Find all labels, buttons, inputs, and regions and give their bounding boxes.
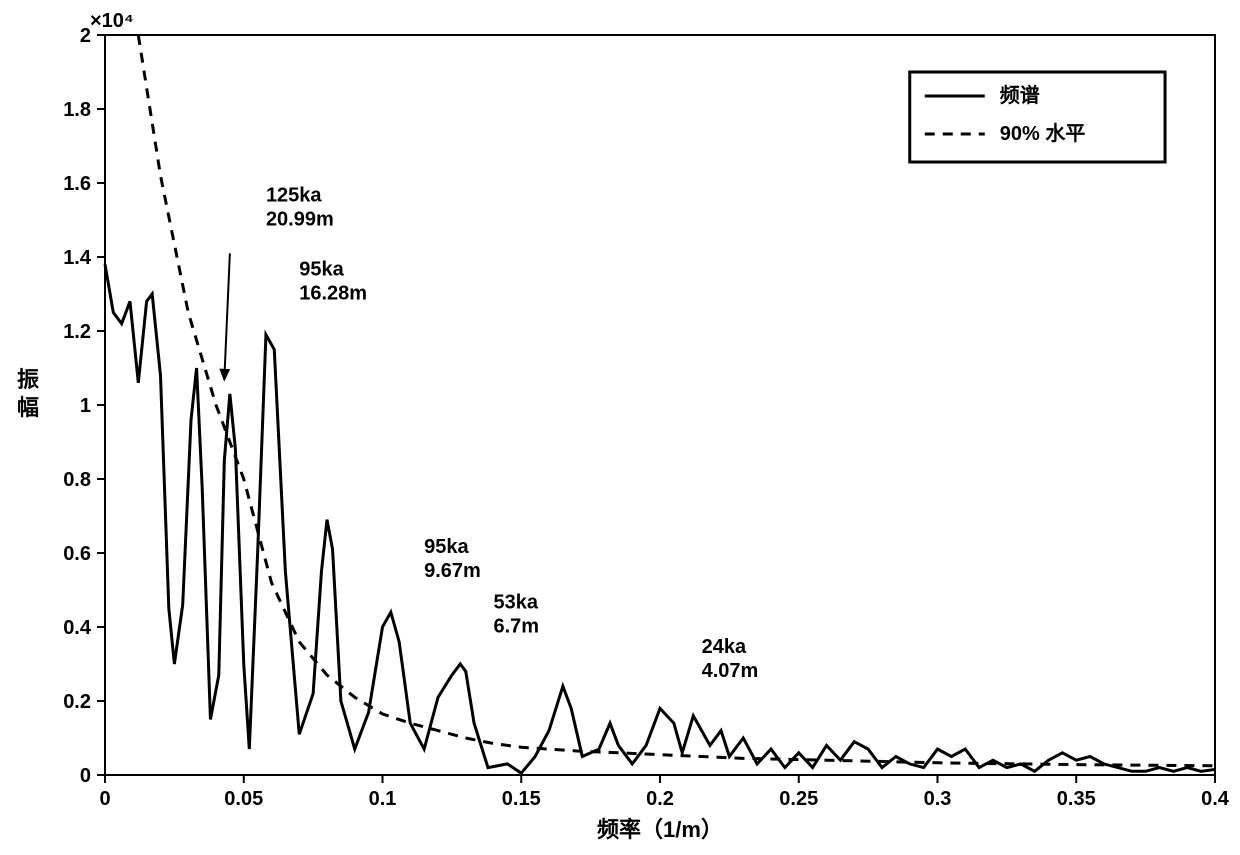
peak-annotation: 125ka (266, 185, 322, 207)
peak-annotation: 95ka (424, 536, 469, 558)
x-tick-label: 0.2 (646, 788, 674, 810)
peak-annotation: 16.28m (299, 283, 367, 305)
peak-annotation: 6.7m (494, 616, 540, 638)
y-tick-label: 1.8 (63, 99, 91, 121)
x-tick-label: 0.05 (224, 788, 263, 810)
legend-label: 90% 水平 (1000, 122, 1086, 145)
y-axis-label: 振 (17, 367, 39, 392)
y-tick-label: 1.4 (63, 247, 92, 269)
x-tick-label: 0.15 (502, 788, 541, 810)
spectrum-line (105, 264, 1215, 773)
y-tick-label: 0 (80, 765, 91, 787)
peak-annotation: 24ka (702, 636, 747, 658)
x-tick-label: 0.1 (369, 788, 397, 810)
peak-annotation: 20.99m (266, 209, 334, 231)
x-tick-label: 0.25 (779, 788, 818, 810)
y-tick-label: 1.6 (63, 173, 91, 195)
y-tick-label: 0.8 (63, 469, 91, 491)
x-axis-label: 频率（1/m） (597, 817, 723, 842)
y-tick-label: 0.4 (63, 617, 92, 639)
x-tick-label: 0.3 (924, 788, 952, 810)
peak-annotation: 95ka (299, 259, 344, 281)
chart-svg: 0 0.05 0.1 0.15 0.2 0.25 0.3 0.35 0.4 0 0.2 0.4 0.6 0… (0, 0, 1240, 855)
y-tick-label: 0.2 (63, 691, 91, 713)
peak-annotation: 9.67m (424, 560, 481, 582)
peak-annotation: 53ka (494, 592, 539, 614)
y-axis-label: 幅 (17, 395, 39, 420)
peak-annotation: 4.07m (702, 660, 759, 682)
x-tick-label: 0 (99, 788, 110, 810)
y-tick-label: 1 (80, 395, 91, 417)
y-tick-label: 0.6 (63, 543, 91, 565)
x-tick-label: 0.35 (1057, 788, 1096, 810)
legend-label: 频谱 (1000, 83, 1040, 107)
spectrum-chart: 0 0.05 0.1 0.15 0.2 0.25 0.3 0.35 0.4 0 0.2 0.4 0.6 0… (0, 0, 1240, 855)
y-exponent: ×10⁴ (90, 10, 134, 32)
y-tick-label: 1.2 (63, 321, 91, 343)
x-tick-label: 0.4 (1201, 788, 1230, 810)
